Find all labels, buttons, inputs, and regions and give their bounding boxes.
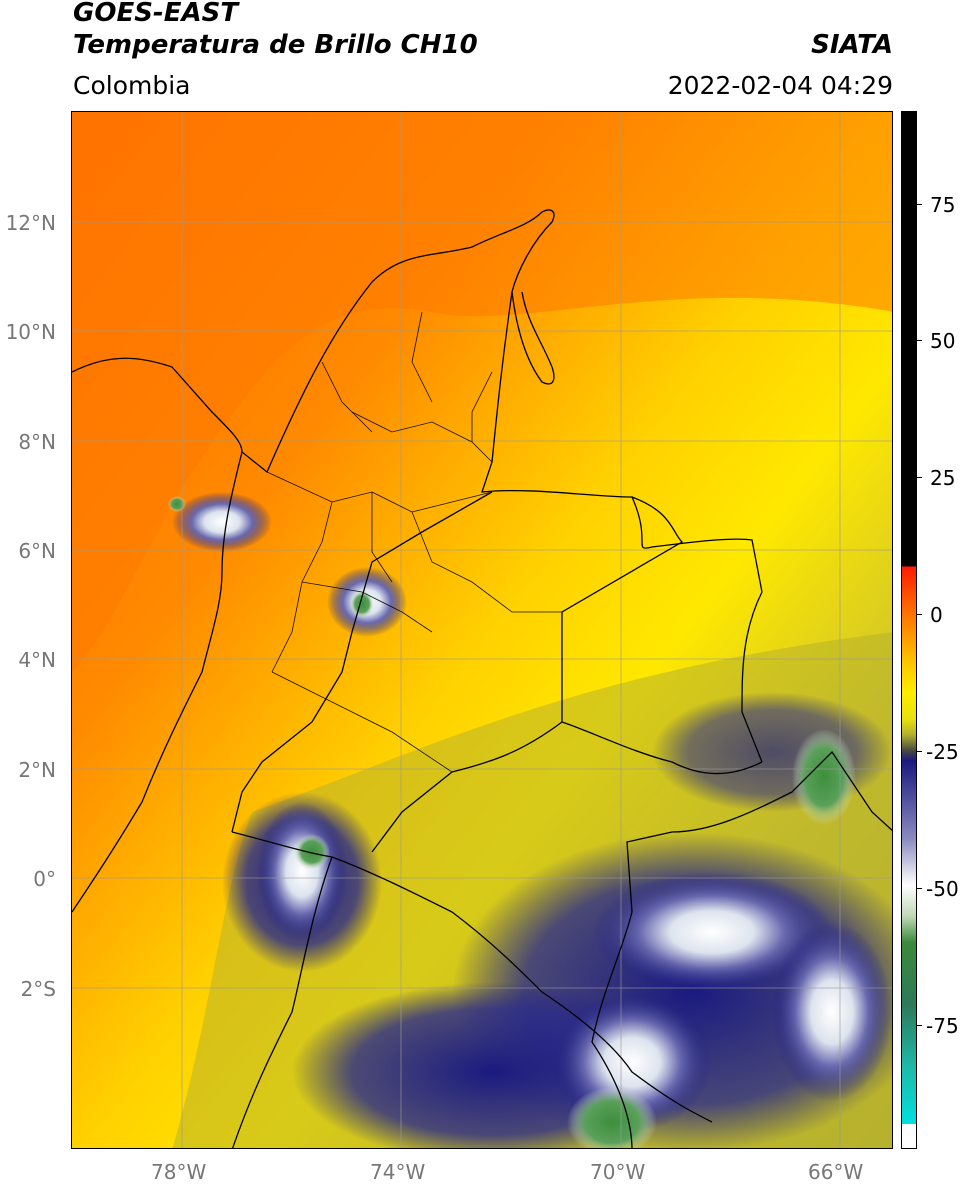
title-line2: Temperatura de Brillo CH10 — [73, 30, 478, 60]
lat-tick-label: 0° — [33, 867, 56, 891]
colorbar-tick-label: 25 — [930, 466, 956, 490]
lat-tick-label: 2°N — [18, 758, 56, 782]
lat-tick-label: 6°N — [18, 539, 56, 563]
lon-tick-label: 74°W — [370, 1160, 426, 1184]
colorbar-tick — [917, 204, 922, 205]
map-canvas — [72, 112, 892, 1148]
colorbar-tick — [917, 340, 922, 341]
colorbar-tick — [917, 614, 922, 615]
colorbar-tick-label: 75 — [930, 193, 956, 217]
lon-tick-label: 70°W — [590, 1160, 646, 1184]
colorbar-tick — [917, 751, 922, 752]
datetime-label: 2022-02-04 04:29 — [667, 71, 893, 100]
country-borders — [72, 209, 892, 1148]
colorbar-ramp — [902, 112, 916, 1148]
colorbar — [901, 111, 917, 1149]
colorbar-tick-label: -25 — [926, 740, 959, 764]
satellite-map[interactable] — [71, 111, 893, 1149]
map-gridlines — [72, 112, 892, 1148]
region-label: Colombia — [73, 71, 191, 100]
lat-tick-label: 10°N — [5, 320, 56, 344]
colorbar-tick-label: -50 — [926, 877, 959, 901]
colorbar-tick-label: 0 — [930, 603, 943, 627]
lat-tick-label: 8°N — [18, 430, 56, 454]
agency-label: SIATA — [811, 30, 893, 60]
lat-tick-label: 12°N — [5, 211, 56, 235]
colorbar-tick — [917, 888, 922, 889]
title-line1: GOES-EAST — [73, 0, 239, 28]
lon-tick-label: 78°W — [151, 1160, 207, 1184]
lat-tick-label: 2°S — [20, 977, 56, 1001]
lon-tick-label: 66°W — [808, 1160, 864, 1184]
lat-tick-label: 4°N — [18, 648, 56, 672]
colorbar-tick — [917, 477, 922, 478]
colorbar-tick-label: 50 — [930, 329, 956, 353]
department-borders — [266, 311, 562, 773]
colorbar-tick-label: -75 — [926, 1014, 959, 1038]
colorbar-tick — [917, 1025, 922, 1026]
